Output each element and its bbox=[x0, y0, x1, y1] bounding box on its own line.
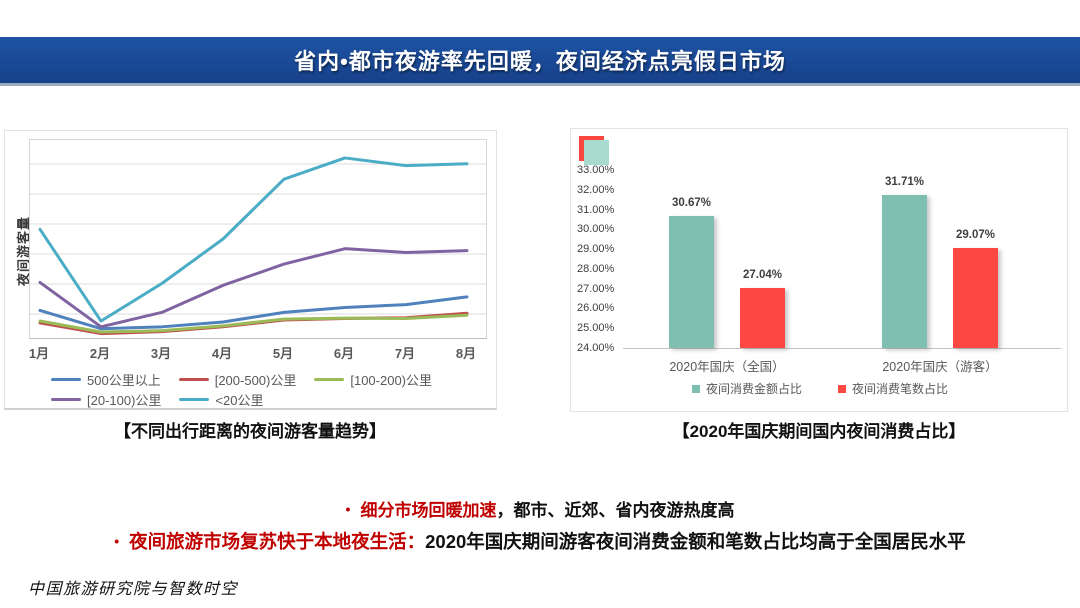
legend-square-swatch bbox=[838, 384, 846, 393]
legend-artifact-teal-square-icon bbox=[584, 140, 609, 165]
y-tick-label: 24.00% bbox=[577, 342, 615, 355]
bar-value-label: 30.67% bbox=[671, 197, 711, 210]
legend-line-swatch bbox=[179, 397, 210, 401]
bullet-2: • 夜间旅游市场复苏快于本地夜生活：2020年国庆期间游客夜间消费金额和笔数占比均… bbox=[0, 526, 1080, 557]
x-tick-label: 5月 bbox=[272, 346, 294, 361]
y-tick-label: 27.00% bbox=[577, 282, 615, 295]
bar-chart-panel: 33.00% 32.00% 31.00% 30.00% 29.00% 28.00% 27.0… bbox=[570, 128, 1068, 412]
legend-item: 夜间消费金额占比 bbox=[691, 380, 802, 397]
legend-line-swatch bbox=[314, 377, 345, 381]
bar-夜间消费金额占比-0 bbox=[669, 216, 714, 348]
y-tick-label: 25.00% bbox=[577, 322, 615, 335]
line-chart-svg bbox=[30, 156, 486, 336]
legend-label: 夜间消费金额占比 bbox=[705, 382, 802, 396]
bullet-1-highlight: 细分市场回暖加速 bbox=[360, 501, 497, 520]
x-tick-label: 2月 bbox=[89, 346, 111, 361]
title-banner: 省内•都市夜游率先回暖，夜间经济点亮假日市场 bbox=[0, 37, 1080, 86]
bullet-1-text: ，都市、近郊、省内夜游热度高 bbox=[496, 501, 735, 520]
legend-item: <20公里 bbox=[179, 390, 263, 409]
x-tick-label: 6月 bbox=[333, 346, 355, 361]
y-tick-label: 31.00% bbox=[577, 203, 615, 216]
key-findings: • 细分市场回暖加速，都市、近郊、省内夜游热度高 • 夜间旅游市场复苏快于本地夜生活… bbox=[0, 494, 1080, 557]
line-chart-legend-row-1: 500公里以上 [200-500)公里 [100-200)公里 bbox=[51, 369, 491, 389]
bullet-1-dot-icon: • bbox=[345, 501, 351, 517]
bullet-2-highlight: 夜间旅游市场复苏快于本地夜生活： bbox=[129, 531, 426, 552]
line-series-2 bbox=[38, 313, 469, 334]
x-tick-label: 8月 bbox=[455, 346, 477, 361]
y-tick-label: 32.00% bbox=[577, 183, 615, 196]
x-tick-label: 3月 bbox=[150, 346, 172, 361]
legend-line-swatch bbox=[51, 377, 81, 381]
legend-label: <20公里 bbox=[215, 392, 264, 408]
line-chart-x-axis: 1月 2月 3月 4月 5月 6月 7月 8月 bbox=[5, 343, 498, 361]
bar-value-label: 31.71% bbox=[884, 176, 924, 189]
legend-label: [100-200)公里 bbox=[350, 372, 433, 388]
y-tick-label: 26.00% bbox=[577, 302, 615, 315]
x-tick-label: 7月 bbox=[394, 346, 416, 361]
bar-夜间消费金额占比-1 bbox=[882, 195, 927, 348]
legend-item: [200-500)公里 bbox=[178, 370, 297, 389]
legend-line-swatch bbox=[178, 377, 209, 381]
y-tick-label: 30.00% bbox=[577, 223, 615, 236]
legend-item: 夜间消费笔数占比 bbox=[838, 380, 948, 397]
legend-item: 500公里以上 bbox=[51, 370, 161, 389]
line-series-0 bbox=[38, 295, 469, 331]
legend-item: [100-200)公里 bbox=[314, 370, 432, 389]
legend-item: [20-100)公里 bbox=[51, 390, 161, 409]
bar-value-label: 27.04% bbox=[742, 268, 782, 281]
bullet-1: • 细分市场回暖加速，都市、近郊、省内夜游热度高 bbox=[0, 494, 1080, 526]
bar-chart-baseline bbox=[623, 348, 1061, 349]
footer-credit: 中国旅游研究院与智数时空 bbox=[28, 581, 239, 598]
legend-label: [20-100)公里 bbox=[87, 392, 162, 408]
line-series-3 bbox=[38, 247, 469, 329]
y-tick-label: 29.00% bbox=[577, 243, 615, 256]
bullet-2-dot-icon: • bbox=[114, 533, 120, 549]
line-chart-caption: 【不同出行距离的夜间游客量趋势】 bbox=[114, 422, 386, 441]
legend-line-swatch bbox=[51, 397, 81, 401]
legend-square-swatch bbox=[691, 384, 700, 393]
bar-value-label: 29.07% bbox=[955, 228, 995, 241]
legend-label: 夜间消费笔数占比 bbox=[852, 382, 949, 396]
line-series-4 bbox=[38, 156, 469, 323]
bar-夜间消费笔数占比-1 bbox=[953, 247, 998, 348]
bar-category-label: 2020年国庆（全国） bbox=[669, 360, 785, 374]
legend-label: [200-500)公里 bbox=[214, 372, 297, 388]
bar-chart-caption: 【2020年国庆期间国内夜间消费占比】 bbox=[672, 422, 966, 441]
bullet-2-text: 2020年国庆期间游客夜间消费金额和笔数占比均高于全国居民水平 bbox=[425, 531, 966, 552]
y-tick-label: 28.00% bbox=[577, 262, 615, 275]
x-tick-label: 1月 bbox=[28, 346, 50, 361]
line-chart-legend: 500公里以上 [200-500)公里 [100-200)公里 [20-100)公里… bbox=[51, 369, 491, 409]
legend-label: 500公里以上 bbox=[87, 372, 161, 388]
line-chart-plot bbox=[29, 139, 487, 339]
bar-chart-legend: 夜间消费金额占比 夜间消费笔数占比 bbox=[571, 380, 1069, 397]
y-tick-label: 33.00% bbox=[577, 164, 615, 176]
bar-夜间消费笔数占比-0 bbox=[740, 287, 785, 348]
line-chart-legend-row-2: [20-100)公里 <20公里 bbox=[51, 389, 491, 409]
x-tick-label: 4月 bbox=[211, 346, 233, 361]
line-chart-panel: 夜间游客量 1月 2月 3月 4月 5月 6月 7月 8月 500公里以上 [200-500)公… bbox=[4, 130, 497, 410]
page-title: 省内•都市夜游率先回暖，夜间经济点亮假日市场 bbox=[294, 49, 786, 74]
bar-category-label: 2020年国庆（游客） bbox=[882, 360, 998, 374]
